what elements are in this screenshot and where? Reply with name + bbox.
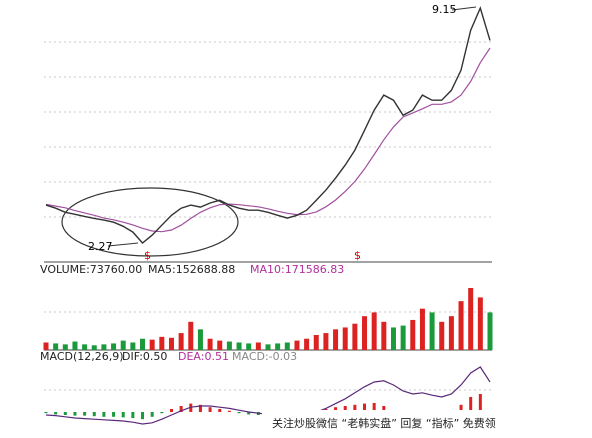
macd-bar — [469, 397, 473, 412]
macd-bar — [179, 406, 183, 412]
macd-bar — [218, 409, 222, 412]
macd-bar — [227, 410, 231, 412]
macd-bar — [372, 403, 376, 412]
volume-bar — [226, 341, 232, 350]
macd-bar — [459, 404, 463, 412]
plot — [43, 5, 493, 425]
volume-bar — [188, 321, 194, 350]
volume-bar — [178, 333, 184, 350]
volume-bar — [439, 321, 445, 350]
volume-bar — [197, 329, 203, 350]
macd-bar — [382, 406, 386, 412]
macd-bar — [363, 403, 367, 412]
volume-bar — [448, 316, 454, 350]
volume-bar — [400, 325, 406, 350]
volume-bar — [284, 342, 290, 350]
volume-bar — [82, 344, 88, 350]
volume-bar — [410, 319, 416, 350]
macd-bar — [102, 412, 106, 417]
macd-bar — [198, 404, 202, 412]
volume-ma5: MA5:152688.88 — [148, 263, 235, 276]
volume-bar — [313, 334, 319, 350]
volume-bar — [468, 288, 474, 350]
macd-bar — [478, 394, 482, 412]
volume-bar — [333, 329, 339, 350]
dea-label: DEA:0.51 — [178, 350, 229, 363]
volume-bar — [111, 343, 117, 350]
volume-bar — [419, 308, 425, 350]
volume-bar — [352, 323, 358, 350]
macd-bar — [112, 412, 116, 417]
volume-bar — [390, 327, 396, 350]
volume-bar — [140, 338, 146, 350]
signal-marker: $ — [354, 249, 361, 262]
low-annotation: 2.27 — [88, 240, 113, 253]
volume-bar — [217, 340, 223, 350]
volume-bar — [371, 312, 377, 350]
macd-label: MACD(12,26,9) — [40, 350, 124, 363]
macd-bar — [150, 412, 154, 417]
macd-bar — [343, 406, 347, 412]
macd-bar — [83, 412, 87, 416]
volume-bar — [304, 338, 310, 350]
volume-bar — [275, 343, 281, 350]
volume-bar — [236, 342, 242, 350]
macd-bar — [208, 407, 212, 412]
macd-bar — [63, 412, 67, 415]
volume-bar — [168, 337, 174, 350]
volume-bar — [265, 344, 271, 350]
macd-bar — [44, 412, 48, 414]
macd-bar — [169, 409, 173, 412]
volume-ma10: MA10:171586.83 — [250, 263, 344, 276]
volume-bar — [362, 316, 368, 350]
volume-bar — [246, 343, 252, 350]
volume-bar — [91, 345, 97, 350]
volume-bar — [255, 342, 261, 350]
macd-bar — [247, 412, 251, 415]
volume-bar — [159, 336, 165, 350]
macd-bar — [160, 412, 164, 414]
volume-bar — [62, 344, 68, 350]
volume-bar — [381, 321, 387, 350]
high-annotation: 9.15 — [432, 3, 457, 16]
arrow — [451, 6, 477, 11]
signal-marker: $ — [144, 249, 151, 262]
volume-bar — [149, 339, 155, 350]
volume-bar — [294, 340, 300, 350]
macd-bar — [353, 404, 357, 412]
volume-bar — [342, 327, 348, 350]
macd-bar — [334, 407, 338, 412]
arrow — [107, 242, 139, 247]
macd-bar — [141, 412, 145, 420]
volume-bar — [207, 338, 213, 350]
macd-bar — [131, 412, 135, 418]
volume-label: VOLUME:73760.00 — [40, 263, 142, 276]
watermark: 关注炒股微信 “老韩实盘” 回复 “指标” 免费领 — [272, 416, 496, 430]
macd-bar — [92, 412, 96, 417]
macd-value-label: MACD:-0.03 — [232, 350, 297, 363]
highlight-ellipse — [61, 187, 239, 257]
volume-bar — [43, 342, 49, 350]
volume-bar — [323, 333, 329, 350]
macd-bar — [73, 412, 77, 416]
volume-bar — [130, 342, 136, 350]
volume-bar — [487, 312, 493, 350]
macd-bar — [54, 412, 58, 415]
volume-bar — [477, 297, 483, 350]
volume-bar — [72, 341, 78, 350]
macd-bar — [121, 412, 125, 418]
watermark-box — [262, 410, 592, 438]
volume-bar — [53, 343, 59, 350]
volume-bar — [101, 344, 107, 350]
ma-line — [45, 47, 491, 233]
volume-bar — [458, 301, 464, 350]
volume-bar — [120, 340, 126, 350]
volume-bar — [429, 312, 435, 350]
price-line — [45, 5, 491, 244]
macd-bar — [237, 412, 241, 414]
dif-label: DIF:0.50 — [122, 350, 167, 363]
